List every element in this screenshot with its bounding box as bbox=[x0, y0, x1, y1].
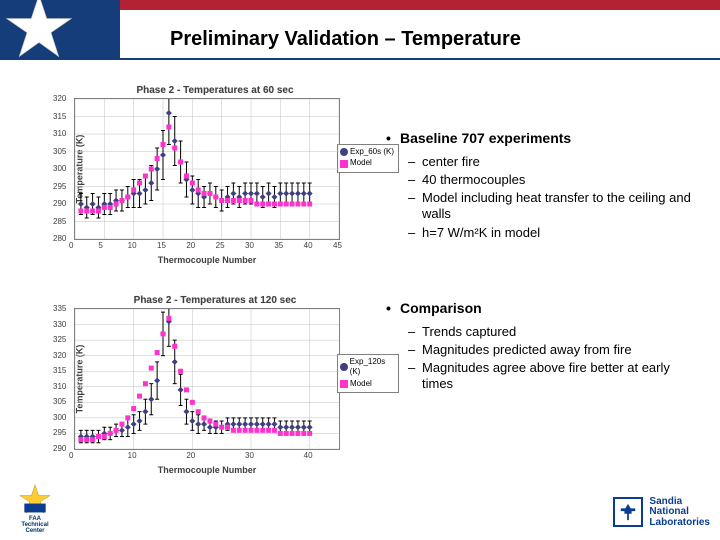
chart2-legend: Exp_120s (K) Model bbox=[337, 354, 399, 393]
section2-heading: Comparison bbox=[386, 300, 696, 318]
section-comparison: Comparison Trends captured Magnitudes pr… bbox=[386, 300, 696, 395]
legend-model-swatch-icon bbox=[340, 160, 348, 168]
legend-model-label: Model bbox=[350, 158, 372, 168]
section1-heading: Baseline 707 experiments bbox=[386, 130, 696, 148]
section1-list: center fire 40 thermocouples Model inclu… bbox=[408, 154, 696, 241]
legend-exp-swatch-icon bbox=[340, 363, 348, 371]
sandia-line3: Laboratories bbox=[649, 518, 710, 529]
sandia-text: Sandia National Laboratories bbox=[649, 497, 710, 529]
faa-line3: Center bbox=[25, 528, 44, 534]
list-item: h=7 W/m²K in model bbox=[408, 225, 696, 241]
legend-model-swatch-icon bbox=[340, 380, 348, 388]
sandia-thunderbird-icon bbox=[613, 497, 643, 527]
list-item: Magnitudes predicted away from fire bbox=[408, 342, 696, 358]
sandia-line2: National bbox=[649, 507, 710, 518]
list-item: Magnitudes agree above fire better at ea… bbox=[408, 360, 696, 393]
sandia-logo: Sandia National Laboratories bbox=[613, 497, 710, 529]
list-item: center fire bbox=[408, 154, 696, 170]
chart1-legend: Exp_60s (K) Model bbox=[337, 144, 399, 173]
chart1-xlabel: Thermocouple Number bbox=[75, 255, 339, 265]
banner-underline bbox=[0, 58, 720, 60]
chart1-title: Phase 2 - Temperatures at 60 sec bbox=[40, 85, 390, 96]
slide: Preliminary Validation – Temperature Bas… bbox=[0, 0, 720, 540]
legend-exp-label: Exp_120s (K) bbox=[350, 357, 396, 378]
list-item: Trends captured bbox=[408, 324, 696, 340]
legend-exp-label: Exp_60s (K) bbox=[350, 147, 394, 157]
list-item: 40 thermocouples bbox=[408, 172, 696, 188]
list-item: Model including heat transfer to the cei… bbox=[408, 190, 696, 223]
faa-logo-icon: FAA Technical Center bbox=[6, 484, 64, 534]
chart2-xlabel: Thermocouple Number bbox=[75, 465, 339, 475]
chart2-plot-area: Temperature (K) Thermocouple Number Exp_… bbox=[74, 308, 340, 450]
chart2-title: Phase 2 - Temperatures at 120 sec bbox=[40, 295, 390, 306]
chart1-plot-area: Temperature (K) Thermocouple Number Exp_… bbox=[74, 98, 340, 240]
chart-120sec: Phase 2 - Temperatures at 120 sec Temper… bbox=[40, 295, 390, 495]
page-title: Preliminary Validation – Temperature bbox=[170, 28, 690, 51]
section2-list: Trends captured Magnitudes predicted awa… bbox=[408, 324, 696, 393]
chart-60sec: Phase 2 - Temperatures at 60 sec Tempera… bbox=[40, 85, 390, 275]
legend-exp-swatch-icon bbox=[340, 148, 348, 156]
section-baseline: Baseline 707 experiments center fire 40 … bbox=[386, 130, 696, 243]
banner-star-icon bbox=[4, 0, 74, 62]
legend-model-label: Model bbox=[350, 379, 372, 389]
